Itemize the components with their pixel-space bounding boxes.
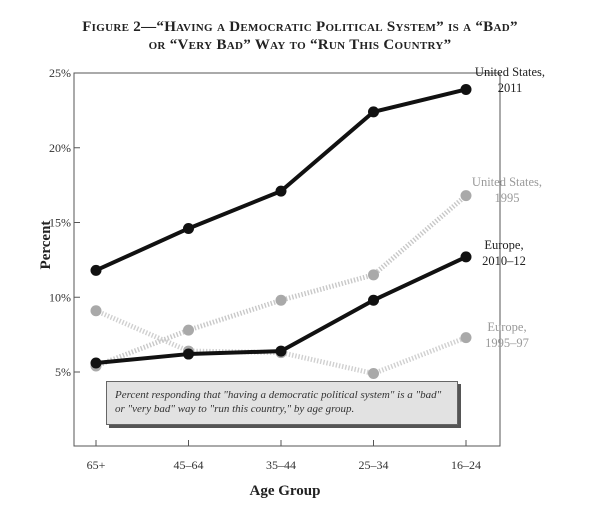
data-point xyxy=(368,367,379,379)
series-label-line: 1995 xyxy=(495,191,520,205)
x-tick-label: 35–44 xyxy=(266,458,296,472)
y-tick-label: 20% xyxy=(49,141,71,155)
x-axis-ticks: 65+ 45–64 35–44 25–34 16–24 xyxy=(87,440,481,472)
data-point xyxy=(460,83,472,95)
chart-title-line-1: Figure 2—“Having a Democratic Political … xyxy=(82,19,518,35)
series-europe-1995-97 xyxy=(90,305,472,379)
chart-axes xyxy=(73,72,501,447)
x-tick-label: 45–64 xyxy=(174,458,204,472)
chart-series xyxy=(90,83,472,379)
data-point xyxy=(275,294,287,306)
series-line xyxy=(95,87,467,273)
data-point xyxy=(275,185,287,197)
data-point xyxy=(460,190,472,202)
series-europe-2010-12 xyxy=(90,251,472,369)
series-label-line: 2010–12 xyxy=(482,254,526,268)
chart-title-line-2: or “Very Bad” Way to “Run This Country” xyxy=(148,37,452,53)
x-axis-label: Age Group xyxy=(250,483,321,499)
data-point xyxy=(275,345,287,357)
series-label-line: United States, xyxy=(472,175,542,189)
data-point xyxy=(90,305,102,317)
series-label-line: Europe, xyxy=(487,320,526,334)
data-point xyxy=(368,294,379,306)
data-point xyxy=(460,332,472,344)
y-tick-label: 10% xyxy=(49,290,71,304)
x-tick-label: 25–34 xyxy=(359,458,389,472)
series-line xyxy=(95,308,467,376)
y-tick-label: 5% xyxy=(55,365,71,379)
series-united-states-2011 xyxy=(90,83,472,276)
y-tick-label: 15% xyxy=(49,216,71,230)
y-tick-label: 25% xyxy=(49,66,71,80)
x-tick-label: 65+ xyxy=(87,458,106,472)
series-label-line: 1995–97 xyxy=(485,336,529,350)
series-label-line: 2011 xyxy=(498,81,523,95)
y-axis-ticks: 5% 10% 15% 20% 25% xyxy=(49,66,80,379)
data-point xyxy=(368,106,379,118)
data-point xyxy=(183,324,194,336)
data-point xyxy=(90,357,102,369)
series-labels: United States, 2011 United States, 1995 Euro… xyxy=(472,65,545,350)
series-label-line: Europe, xyxy=(484,238,523,252)
chart-note: Percent responding that "having a democr… xyxy=(106,381,458,425)
data-point xyxy=(183,348,194,360)
plot-frame xyxy=(73,72,501,447)
data-point xyxy=(368,269,379,281)
chart-title: Figure 2—“Having a Democratic Political … xyxy=(0,18,600,54)
data-point xyxy=(90,264,102,276)
x-tick-label: 16–24 xyxy=(451,458,481,472)
data-point xyxy=(460,251,472,263)
data-point xyxy=(183,222,194,234)
series-label-line: United States, xyxy=(475,65,545,79)
y-axis-label: Percent xyxy=(38,221,54,270)
